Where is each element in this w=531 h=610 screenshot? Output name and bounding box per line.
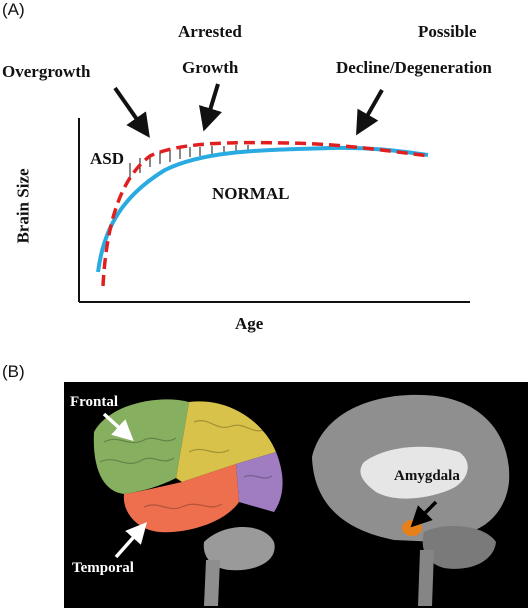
label-arrows: [102, 412, 438, 559]
sulci-texture: [99, 420, 273, 510]
normal-curve-label: NORMAL: [212, 184, 290, 203]
amygdala-label: Amygdala: [394, 468, 460, 484]
right-brain-stem: [418, 550, 434, 606]
growth-trajectory-diagram: [78, 83, 470, 303]
frontal-label: Frontal: [70, 394, 119, 410]
panel-b-label: (B): [2, 362, 25, 381]
parietal-lobe: [176, 401, 276, 482]
overgrowth-arrow: [113, 86, 150, 138]
frontal-arrow: [102, 412, 134, 442]
x-axis-label: Age: [235, 314, 264, 333]
normal-curve: [96, 145, 429, 273]
asd-curve: [101, 140, 431, 287]
amygdala-arrow: [410, 500, 438, 528]
brain-illustrations: Frontal Temporal Amygdala: [64, 382, 528, 608]
occipital-lobe: [236, 452, 283, 512]
right-cerebellum: [422, 526, 496, 569]
temporal-label: Temporal: [72, 560, 134, 576]
arrested-annotation-line1: Arrested: [178, 22, 242, 41]
arrested-annotation-line2: Growth: [182, 58, 239, 77]
brain-stem: [204, 560, 220, 606]
temporal-arrow: [114, 522, 147, 559]
possible-annotation-line2: Decline/Degeneration: [336, 58, 492, 77]
cerebellum: [203, 527, 275, 571]
asd-curve-label: ASD: [90, 149, 125, 168]
overgrowth-annotation: Overgrowth: [2, 62, 91, 81]
arrested-growth-arrow: [199, 83, 222, 132]
panel-a-label: (A): [2, 0, 25, 19]
lobes-brain-illustration: [93, 394, 510, 606]
possible-annotation-line1: Possible: [418, 22, 477, 41]
white-matter: [360, 446, 468, 499]
decline-arrow: [356, 89, 384, 136]
temporal-lobe: [123, 464, 239, 533]
